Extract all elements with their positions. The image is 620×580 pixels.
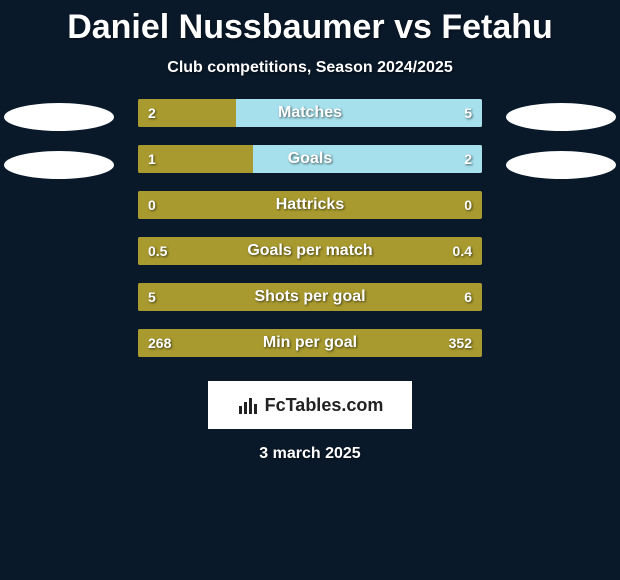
stat-row: Matches2 5	[138, 99, 482, 127]
bar-chart-icon	[237, 394, 259, 416]
player-badge-placeholder	[506, 103, 616, 131]
stat-value-right: 0.4	[453, 237, 472, 265]
stat-label: Goals per match	[138, 237, 482, 265]
logo-box: FcTables.com	[208, 381, 412, 429]
stat-value-left: 0	[148, 191, 156, 219]
stat-value-right: 5	[464, 99, 472, 127]
player-badge-placeholder	[4, 151, 114, 179]
stat-value-right: 2	[464, 145, 472, 173]
right-player-badges	[506, 99, 616, 199]
stat-value-left: 0.5	[148, 237, 167, 265]
date-label: 3 march 2025	[0, 445, 620, 463]
logo-text: FcTables.com	[265, 395, 384, 416]
stat-value-left: 1	[148, 145, 156, 173]
comparison-chart: Matches25Goals12Hattricks00Goals per mat…	[0, 99, 620, 369]
player-badge-placeholder	[506, 151, 616, 179]
stat-row: Goals1 2	[138, 145, 482, 173]
stat-label: Matches	[138, 99, 482, 127]
stat-value-right: 0	[464, 191, 472, 219]
stat-label: Shots per goal	[138, 283, 482, 311]
stat-value-right: 6	[464, 283, 472, 311]
player-badge-placeholder	[4, 103, 114, 131]
stat-row: Hattricks0 0	[138, 191, 482, 219]
stat-label: Min per goal	[138, 329, 482, 357]
stat-label: Goals	[138, 145, 482, 173]
left-player-badges	[4, 99, 114, 199]
stat-value-left: 2	[148, 99, 156, 127]
stat-row: Min per goal268 352	[138, 329, 482, 357]
stat-value-left: 5	[148, 283, 156, 311]
stat-row: Shots per goal5 6	[138, 283, 482, 311]
stat-value-right: 352	[449, 329, 472, 357]
stat-bars: Matches25Goals12Hattricks00Goals per mat…	[138, 99, 482, 375]
page-title: Daniel Nussbaumer vs Fetahu	[0, 0, 620, 47]
stat-row: Goals per match0.5 0.4	[138, 237, 482, 265]
stat-label: Hattricks	[138, 191, 482, 219]
page-subtitle: Club competitions, Season 2024/2025	[0, 59, 620, 77]
stat-value-left: 268	[148, 329, 171, 357]
